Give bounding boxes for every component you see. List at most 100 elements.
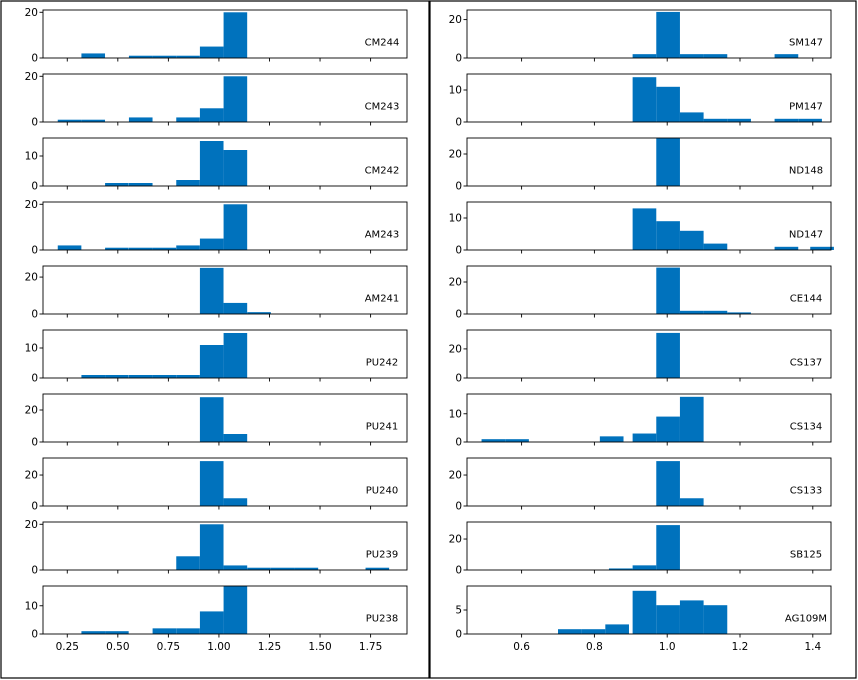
histogram-bar xyxy=(105,247,129,250)
histogram-bar xyxy=(703,243,728,250)
histogram-bar xyxy=(632,565,657,570)
y-tick-label: 10 xyxy=(25,343,38,355)
y-tick-label: 0 xyxy=(31,437,38,449)
histogram-bar xyxy=(270,567,295,570)
histogram-bar xyxy=(774,246,799,250)
y-tick-label: 10 xyxy=(449,85,462,97)
histogram-bar xyxy=(656,11,680,59)
histogram-bar xyxy=(128,117,153,122)
axes-frame xyxy=(42,9,408,59)
axes-frame xyxy=(42,329,408,379)
histogram-bar xyxy=(247,312,271,314)
histogram-bar xyxy=(128,55,153,58)
subplot-label: PU241 xyxy=(366,422,398,433)
histogram-bar xyxy=(152,375,177,378)
histogram-bar xyxy=(656,86,680,122)
axes-frame xyxy=(42,521,408,571)
y-tick-label: 0 xyxy=(31,373,38,385)
histogram-bar xyxy=(128,375,153,378)
histogram-bar xyxy=(199,238,224,250)
histogram-bar xyxy=(199,461,224,506)
x-tick-label: 1.75 xyxy=(359,641,382,653)
histogram-bar xyxy=(774,118,799,122)
histogram-bar xyxy=(679,54,704,58)
histogram-bar xyxy=(199,267,224,314)
histogram-bar xyxy=(176,375,200,378)
histogram-bar xyxy=(223,204,248,250)
histogram-bar xyxy=(703,54,728,58)
x-tick-label: 1.25 xyxy=(258,641,281,653)
axes-frame xyxy=(466,457,832,507)
histogram-bar xyxy=(365,567,390,570)
histogram-bar xyxy=(656,525,680,570)
x-tick-label: 0.25 xyxy=(56,641,79,653)
subplot-sm147: 0 20 SM147 xyxy=(449,9,832,65)
x-tick-label: 0.6 xyxy=(513,641,530,653)
axes-frame xyxy=(466,393,832,443)
histogram-bar xyxy=(599,436,624,442)
subplot-label: PU240 xyxy=(366,486,398,497)
y-tick-label: 0 xyxy=(455,565,462,577)
histogram-bar xyxy=(199,141,224,186)
y-tick-label: 5 xyxy=(455,605,462,617)
histogram-bar xyxy=(223,333,248,378)
histogram-bar xyxy=(632,590,657,634)
histogram-bar xyxy=(223,302,248,314)
subplot-label: CM243 xyxy=(365,102,400,113)
histogram-bar xyxy=(679,600,704,634)
histogram-bar xyxy=(481,439,506,442)
histogram-bar xyxy=(703,118,728,122)
subplot-label: ND148 xyxy=(789,166,823,177)
y-tick-label: 0 xyxy=(455,53,462,65)
subplot-label: CM244 xyxy=(365,38,400,49)
y-tick-label: 20 xyxy=(449,343,462,355)
axes-frame xyxy=(466,9,832,59)
histogram-bar xyxy=(223,150,248,186)
subplot-label: PU239 xyxy=(366,550,398,561)
y-tick-label: 10 xyxy=(449,408,462,420)
subplot-label: PU238 xyxy=(366,614,398,625)
histogram-bar xyxy=(176,55,200,58)
histogram-bar xyxy=(632,433,657,442)
x-tick-label: 1.4 xyxy=(804,641,821,653)
histogram-bar xyxy=(798,118,822,122)
subplot-nd148: 0 20 ND148 xyxy=(449,137,832,193)
histogram-bar xyxy=(105,375,129,378)
histogram-bar xyxy=(128,183,153,186)
y-tick-label: 0 xyxy=(455,309,462,321)
axes-frame xyxy=(466,73,832,123)
subplot-sb125: 0 20 SB125 xyxy=(449,521,832,577)
x-tick-label: 1.00 xyxy=(207,641,230,653)
histogram-bar xyxy=(505,439,529,442)
histogram-bar xyxy=(223,498,248,506)
histogram-bar xyxy=(176,628,200,634)
subplot-label: SB125 xyxy=(790,550,822,561)
histogram-bar xyxy=(105,631,129,634)
histogram-bar xyxy=(679,396,704,442)
y-tick-label: 20 xyxy=(449,470,462,482)
axes-frame xyxy=(42,393,408,443)
x-tick-label: 1.0 xyxy=(659,641,676,653)
y-tick-label: 0 xyxy=(31,565,38,577)
subplot-label: SM147 xyxy=(789,38,823,49)
histogram-bar xyxy=(199,46,224,58)
histogram-bar xyxy=(703,605,728,634)
histogram-bar xyxy=(57,119,82,122)
histogram-bar xyxy=(176,245,200,250)
histogram-bar xyxy=(727,312,751,314)
histogram-bar xyxy=(176,117,200,122)
subplot-cs133: 0 20 CS133 xyxy=(449,457,832,513)
histogram-bar xyxy=(199,345,224,378)
histogram-bar xyxy=(152,247,177,250)
y-tick-label: 0 xyxy=(31,53,38,65)
histogram-bar xyxy=(81,53,106,58)
y-tick-label: 0 xyxy=(455,501,462,513)
subplot-am243: 0 20 AM243 xyxy=(25,199,408,257)
y-tick-label: 0 xyxy=(455,373,462,385)
axes-frame xyxy=(466,201,832,251)
x-tick-label: 1.2 xyxy=(732,641,749,653)
subplot-label: CM242 xyxy=(365,166,400,177)
histogram-bar xyxy=(223,565,248,570)
left-histogram-panel: 0 20 CM244 0 20 CM243 0 10 CM242 0 20 AM243 0 20 AM241… xyxy=(25,7,408,653)
